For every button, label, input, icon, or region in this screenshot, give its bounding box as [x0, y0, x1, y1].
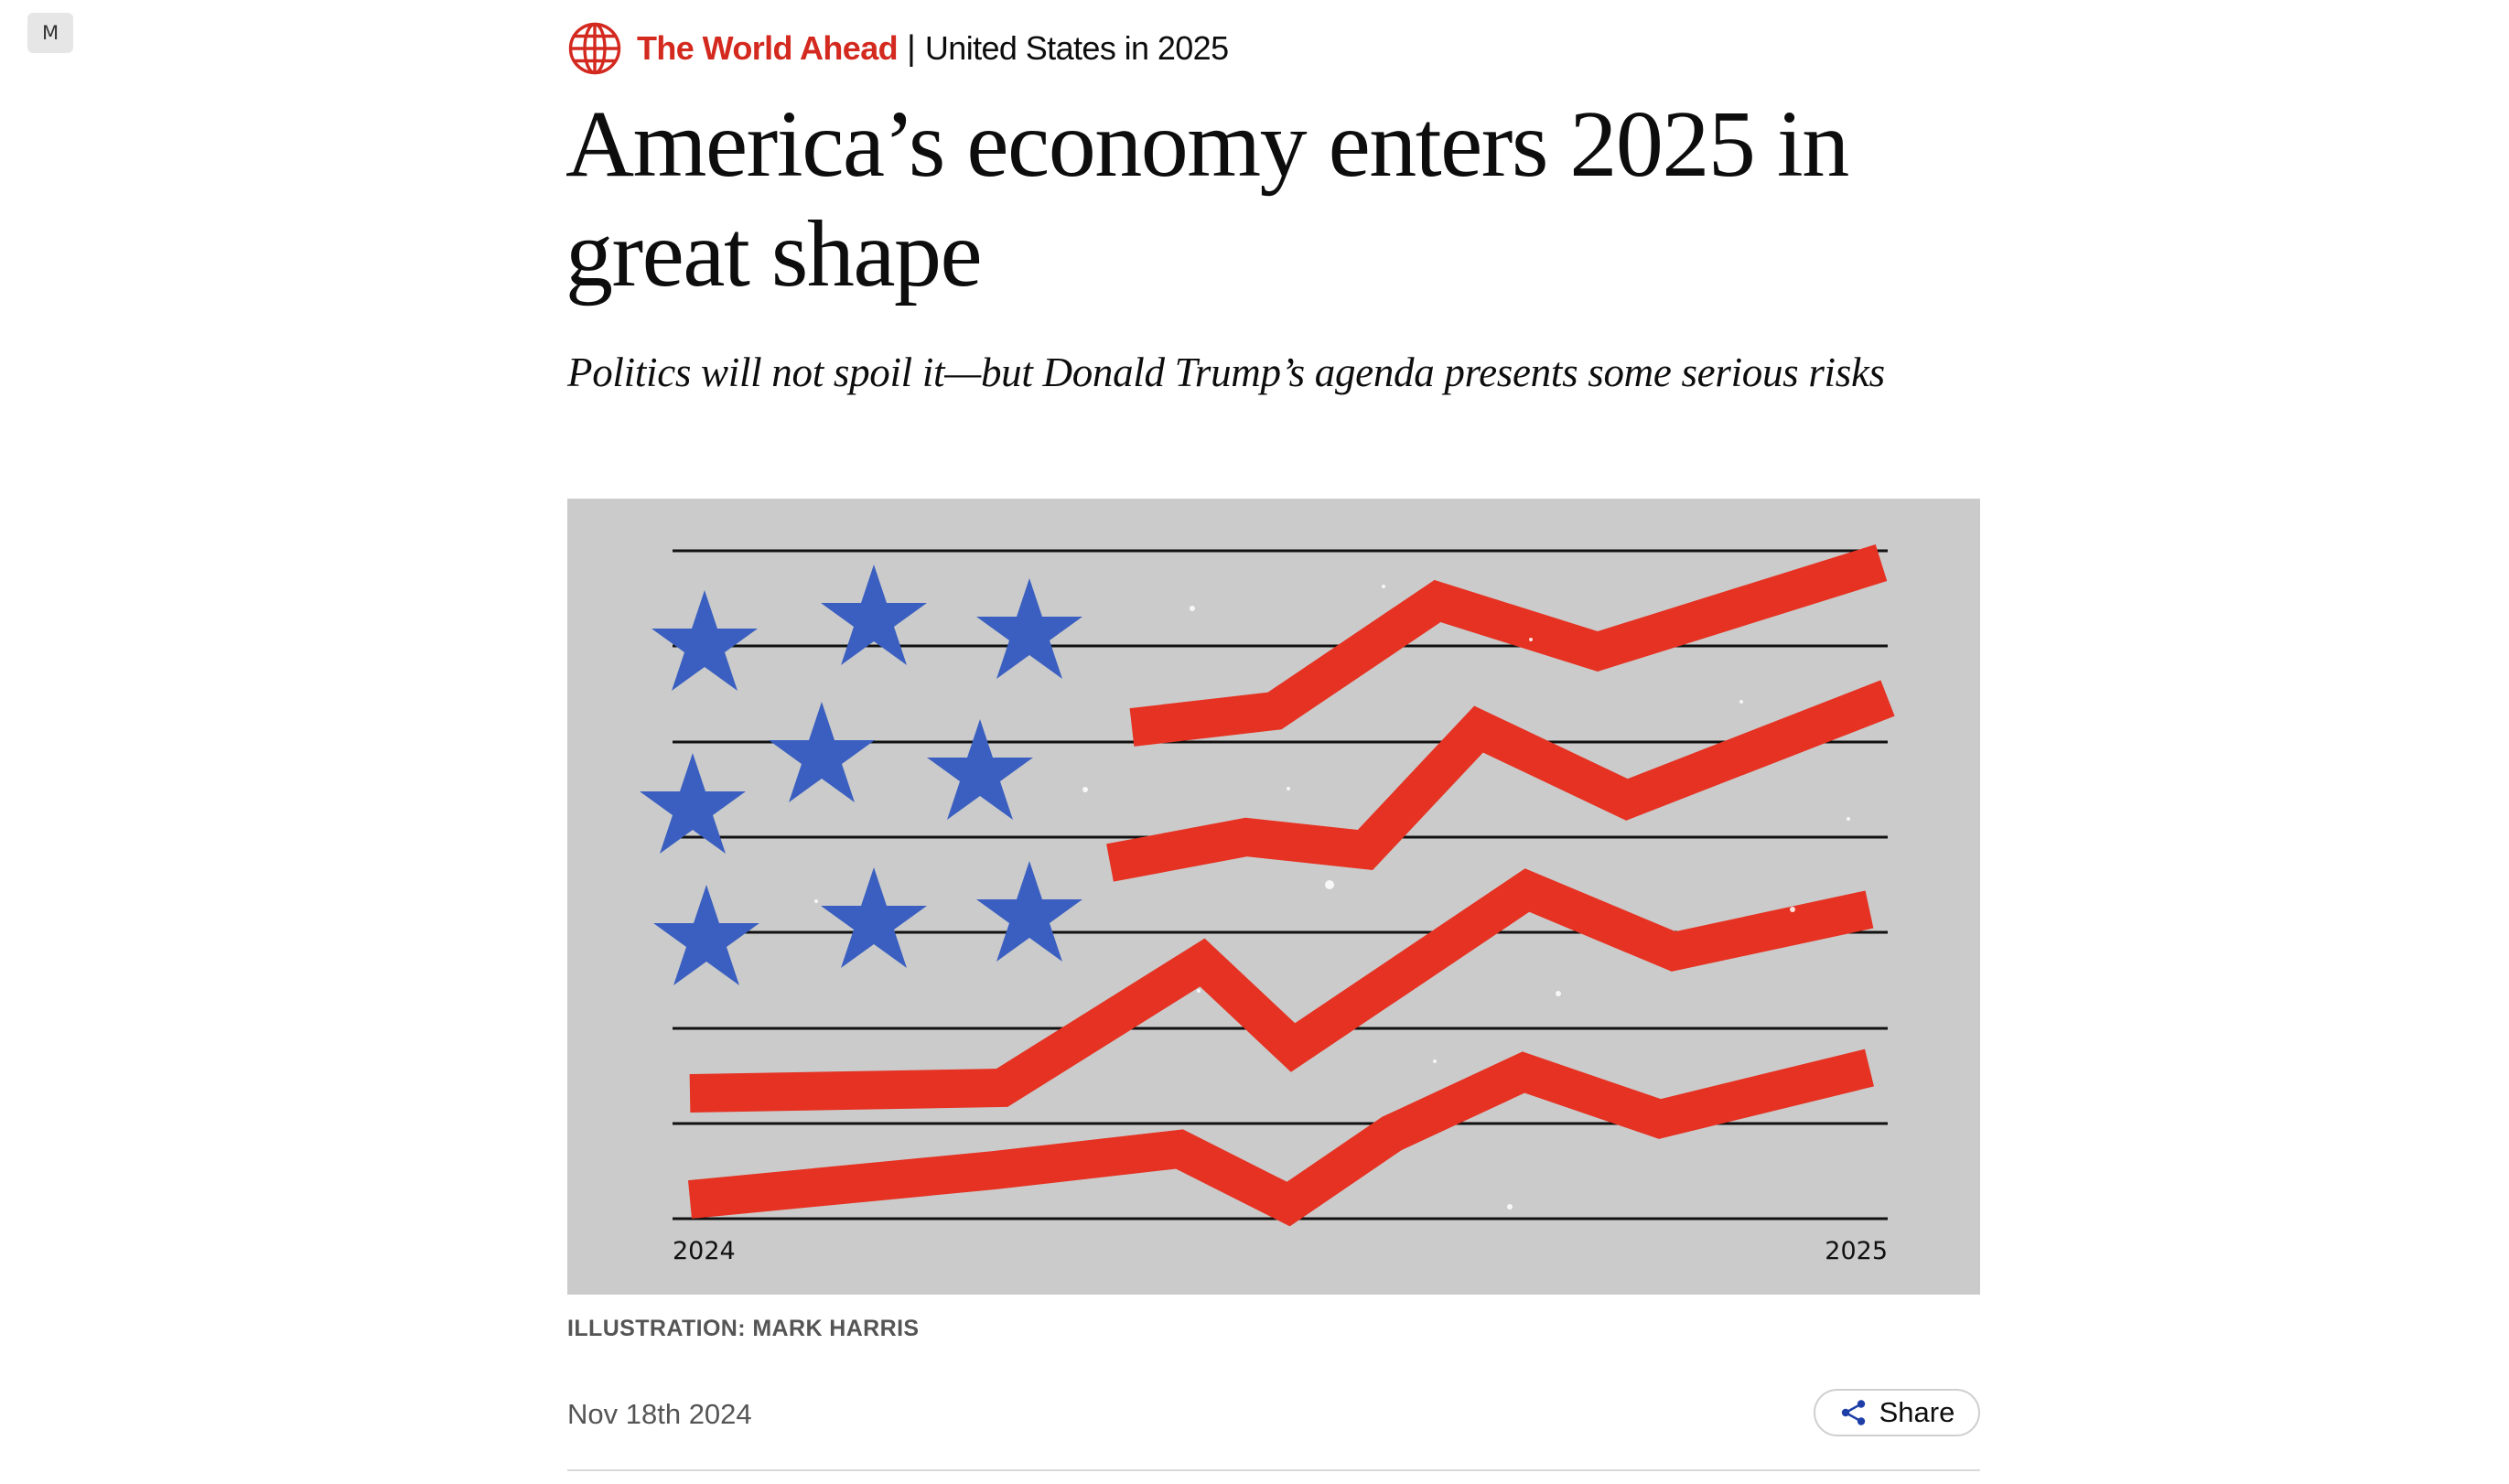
share-button[interactable]: Share: [1814, 1389, 1980, 1436]
star-icon: [976, 578, 1082, 679]
star-icon: [769, 702, 875, 802]
flytitle-series-link[interactable]: The World Ahead: [637, 29, 899, 67]
flytitle-section-link[interactable]: United States in 2025: [924, 29, 1229, 67]
star-icon: [653, 885, 759, 985]
divider: [567, 1469, 1980, 1471]
flytitle-separator: |: [907, 28, 916, 68]
standfirst: Politics will not spoil it—but Donald Tr…: [567, 349, 1885, 395]
star-icon: [640, 753, 746, 854]
corner-badge[interactable]: M: [27, 13, 73, 53]
star-icon: [651, 590, 758, 691]
illustration-speckles: [814, 585, 1850, 1210]
star-icon: [821, 565, 927, 665]
illustration: 2024 2025: [567, 499, 1980, 1295]
star-icon: [976, 861, 1082, 962]
star-icon: [821, 867, 927, 968]
star-icon: [927, 719, 1033, 820]
illustration-stripes: [687, 543, 1895, 1227]
illustration-background: [567, 499, 1980, 1295]
globe-icon: [568, 22, 621, 75]
illustration-start-label: 2024: [673, 1237, 736, 1265]
flytitle: The World Ahead | United States in 2025: [567, 20, 1229, 77]
illustration-end-label: 2025: [1825, 1237, 1888, 1265]
publish-date: Nov 18th 2024: [567, 1398, 752, 1430]
illustration-credit: ILLUSTRATION: MARK HARRIS: [567, 1316, 920, 1341]
share-label: Share: [1879, 1396, 1955, 1428]
headline: America’s economy enters 2025 in great s…: [565, 91, 1849, 306]
illustration-stars: [640, 565, 1082, 985]
share-icon: [1841, 1400, 1865, 1425]
